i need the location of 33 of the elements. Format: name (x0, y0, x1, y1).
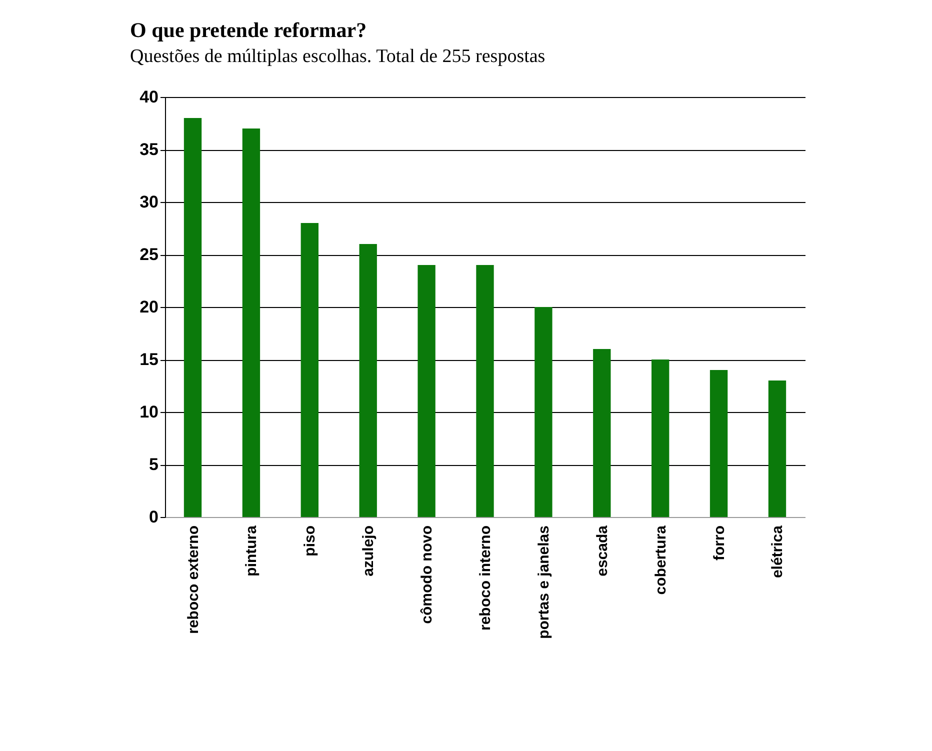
x-tick-label: reboco interno (477, 526, 494, 631)
y-tick-label: 10 (140, 402, 158, 422)
x-tick-label: cobertura (652, 524, 670, 595)
y-tick-label: 35 (140, 140, 158, 159)
x-tick-label: cômodo novo (418, 526, 436, 624)
bar (418, 265, 436, 517)
bar (476, 265, 494, 517)
x-tick-label: forro (710, 526, 728, 560)
chart-title: O que pretende reformar? (130, 18, 367, 42)
bar (768, 380, 786, 517)
x-tick-label: elétrica (769, 524, 786, 578)
y-tick-label: 0 (149, 508, 158, 526)
x-tick-label: portas e janelas (535, 526, 552, 639)
y-tick-label: 40 (140, 88, 158, 106)
bar (184, 118, 202, 517)
y-tick-label: 15 (140, 350, 158, 369)
bar (534, 307, 552, 517)
y-tick-label: 25 (140, 245, 158, 264)
x-tick-label: reboco externo (184, 526, 202, 634)
y-tick-label: 5 (149, 455, 158, 474)
bar (300, 223, 318, 517)
bar (652, 360, 670, 517)
y-tick-label: 20 (140, 298, 158, 316)
bar (710, 370, 728, 517)
bar (242, 128, 260, 517)
chart-subtitle: Questões de múltiplas escolhas. Total de 255 respostas (130, 46, 546, 67)
x-tick-label: pintura (243, 524, 260, 576)
bar (593, 349, 611, 517)
x-tick-label: piso (302, 526, 319, 556)
bar (359, 244, 377, 517)
x-tick-label: azulejo (360, 526, 378, 576)
x-tick-label: escada (594, 524, 611, 576)
y-tick-label: 30 (140, 192, 158, 212)
